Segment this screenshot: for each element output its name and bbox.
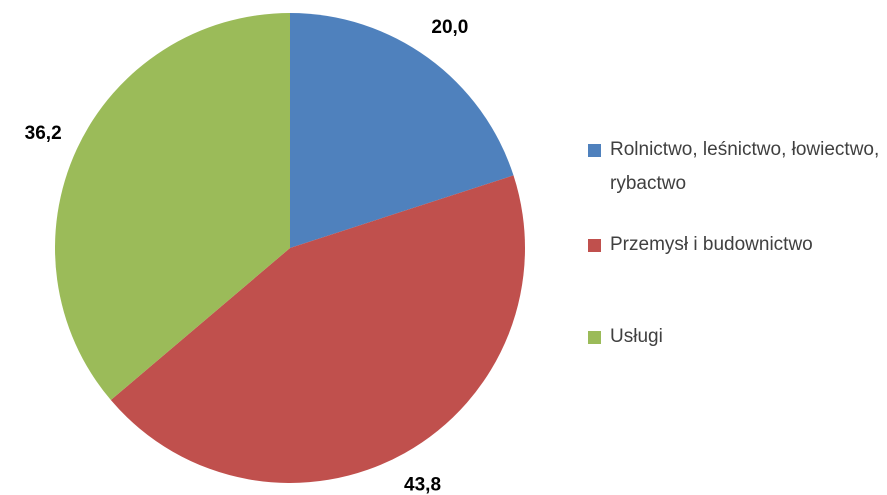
data-label: 20,0 bbox=[431, 17, 468, 38]
legend-label: Rolnictwo, leśnictwo, łowiectwo, rybactw… bbox=[610, 139, 880, 194]
data-label: 43,8 bbox=[404, 475, 441, 495]
legend-swatch bbox=[588, 239, 601, 252]
legend-swatch bbox=[588, 144, 601, 157]
legend-label: Przemysł i budownictwo bbox=[610, 234, 813, 255]
legend-item: Rolnictwo, leśnictwo, łowiectwo, rybactw… bbox=[588, 133, 887, 201]
legend-item: Przemysł i budownictwo bbox=[588, 228, 887, 262]
legend-label: Usługi bbox=[610, 326, 663, 347]
legend-swatch bbox=[588, 331, 601, 344]
pie-slice bbox=[110, 175, 525, 483]
data-label: 36,2 bbox=[25, 123, 62, 144]
pie-slice bbox=[290, 13, 514, 248]
pie-slice bbox=[55, 13, 290, 401]
legend-item: Usługi bbox=[588, 320, 887, 354]
